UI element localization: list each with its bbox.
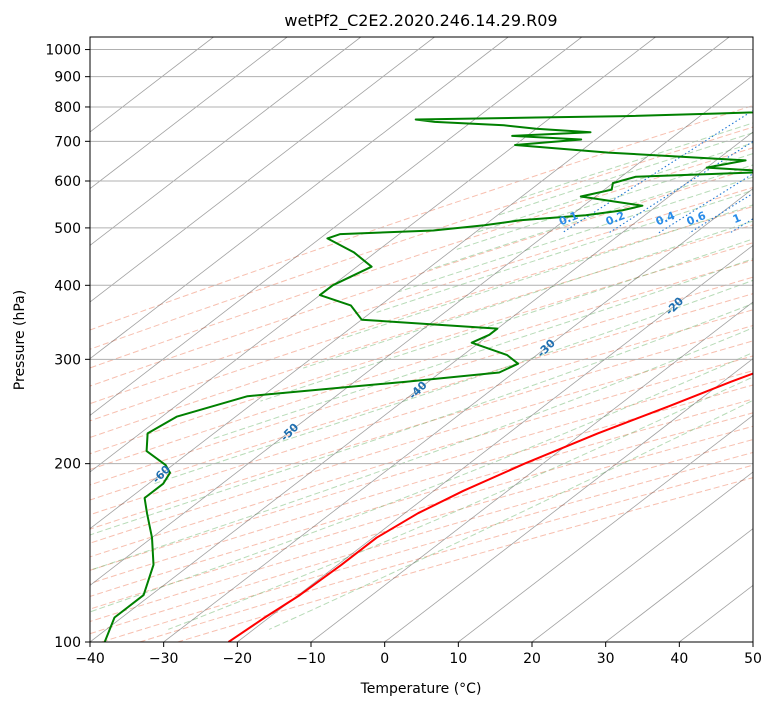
moist-adiabat-line — [90, 351, 753, 613]
dry-adiabat-line — [90, 205, 753, 422]
mixing-ratio-line — [658, 173, 753, 234]
dry-adiabat-line — [90, 438, 753, 635]
x-tick-label: −20 — [223, 651, 253, 667]
x-tick-label: 40 — [670, 651, 688, 667]
dry-adiabat-line — [90, 293, 753, 501]
mixing-ratio-line — [763, 37, 775, 233]
moist-adiabat-line — [303, 220, 753, 369]
dry-adiabat-line — [90, 384, 753, 585]
y-tick-label: 800 — [54, 100, 81, 116]
isotherm-line — [90, 74, 753, 586]
isotherm-value-label: -50 — [278, 420, 301, 443]
isotherm-value-label: -60 — [150, 462, 173, 485]
dry-adiabat-line — [177, 477, 753, 642]
mixing-ratio-label: 1 — [731, 211, 743, 226]
y-tick-label: 100 — [54, 635, 81, 651]
dry-adiabat-line — [90, 242, 753, 455]
isotherm-line — [163, 188, 753, 642]
dry-adiabat-line — [90, 224, 753, 439]
isotherm-line — [531, 471, 753, 642]
moist-adiabat-line — [268, 399, 753, 630]
x-tick-label: −40 — [75, 651, 105, 667]
x-tick-label: −10 — [296, 651, 326, 667]
y-tick-label: 200 — [54, 457, 81, 473]
y-tick-label: 700 — [54, 134, 81, 150]
isotherm-line — [90, 37, 730, 530]
x-tick-label: 10 — [449, 651, 467, 667]
y-tick-label: 300 — [54, 352, 81, 368]
line-labels: 0.10.20.40.611.52346810131620253036-100-… — [22, 209, 775, 527]
x-tick-label: 50 — [744, 651, 762, 667]
isotherm-line — [310, 301, 753, 642]
x-tick-label: −30 — [149, 651, 179, 667]
dry-adiabat-line — [90, 167, 753, 387]
moist-adiabat-line — [497, 132, 753, 216]
x-tick-label: 0 — [380, 651, 389, 667]
y-axis-label: Pressure (hPa) — [12, 290, 28, 390]
moist-adiabat-line — [428, 164, 753, 271]
dry-adiabat-line — [90, 425, 753, 623]
moist-adiabat-line — [153, 279, 753, 485]
y-tick-label: 600 — [54, 174, 81, 190]
dry-adiabat-line — [90, 340, 753, 544]
x-axis-label: Temperature (°C) — [360, 681, 482, 697]
isotherm-line — [384, 358, 753, 642]
x-axis: −40 −30 −20 −10 0 10 20 30 40 50 — [75, 642, 762, 667]
dry-adiabat-line — [90, 276, 753, 486]
isotherm-line — [90, 37, 509, 360]
isotherm-value-label: -70 — [22, 504, 45, 527]
y-tick-label: 400 — [54, 278, 81, 294]
dry-adiabat-line — [90, 147, 753, 369]
isotherm-line — [90, 131, 753, 642]
isotherm-value-label: -30 — [535, 336, 558, 359]
mixing-ratio-label: 1.5 — [759, 209, 775, 228]
dry-adiabat-line — [90, 370, 753, 571]
y-axis: 100 200 300 400 500 600 700 800 900 1000 — [45, 43, 90, 651]
y-tick-label: 900 — [54, 70, 81, 86]
background-lines — [90, 37, 775, 642]
dry-adiabat-line — [90, 105, 753, 331]
plot-frame — [89, 36, 754, 643]
dewpoint-profile-line — [103, 111, 753, 642]
isotherm-line — [237, 244, 753, 642]
isotherm-line — [90, 37, 362, 246]
x-tick-label: 20 — [523, 651, 541, 667]
isotherm-line — [90, 37, 583, 416]
isotherm-line — [90, 37, 288, 190]
y-tick-label: 1000 — [45, 43, 81, 59]
moist-adiabat-line — [341, 204, 753, 340]
temperature-profile-line — [227, 372, 753, 642]
dry-adiabat-line — [139, 464, 753, 642]
mixing-ratio-line — [561, 109, 753, 234]
y-tick-label: 500 — [54, 221, 81, 237]
moist-adiabat-line — [168, 376, 753, 630]
moist-adiabat-line — [518, 122, 753, 200]
moist-adiabat-line — [90, 327, 753, 571]
dry-adiabat-line — [90, 355, 753, 558]
dry-adiabat-line — [90, 126, 753, 350]
isotherm-line — [90, 37, 656, 473]
chart-title: wetPf2_C2E2.2020.246.14.29.R09 — [284, 11, 557, 31]
isotherm-line — [458, 414, 753, 642]
series-layer — [103, 111, 753, 642]
moist-adiabat-line — [211, 258, 753, 440]
x-tick-label: 30 — [597, 651, 615, 667]
isotherm-line — [752, 641, 753, 642]
mixing-ratio-label: 0.1 — [557, 209, 580, 228]
isotherm-line — [90, 37, 435, 303]
isotherm-line — [605, 528, 753, 642]
isotherm-line — [679, 584, 753, 642]
mixing-ratio-line — [688, 192, 753, 234]
dry-adiabat-line — [90, 412, 753, 610]
